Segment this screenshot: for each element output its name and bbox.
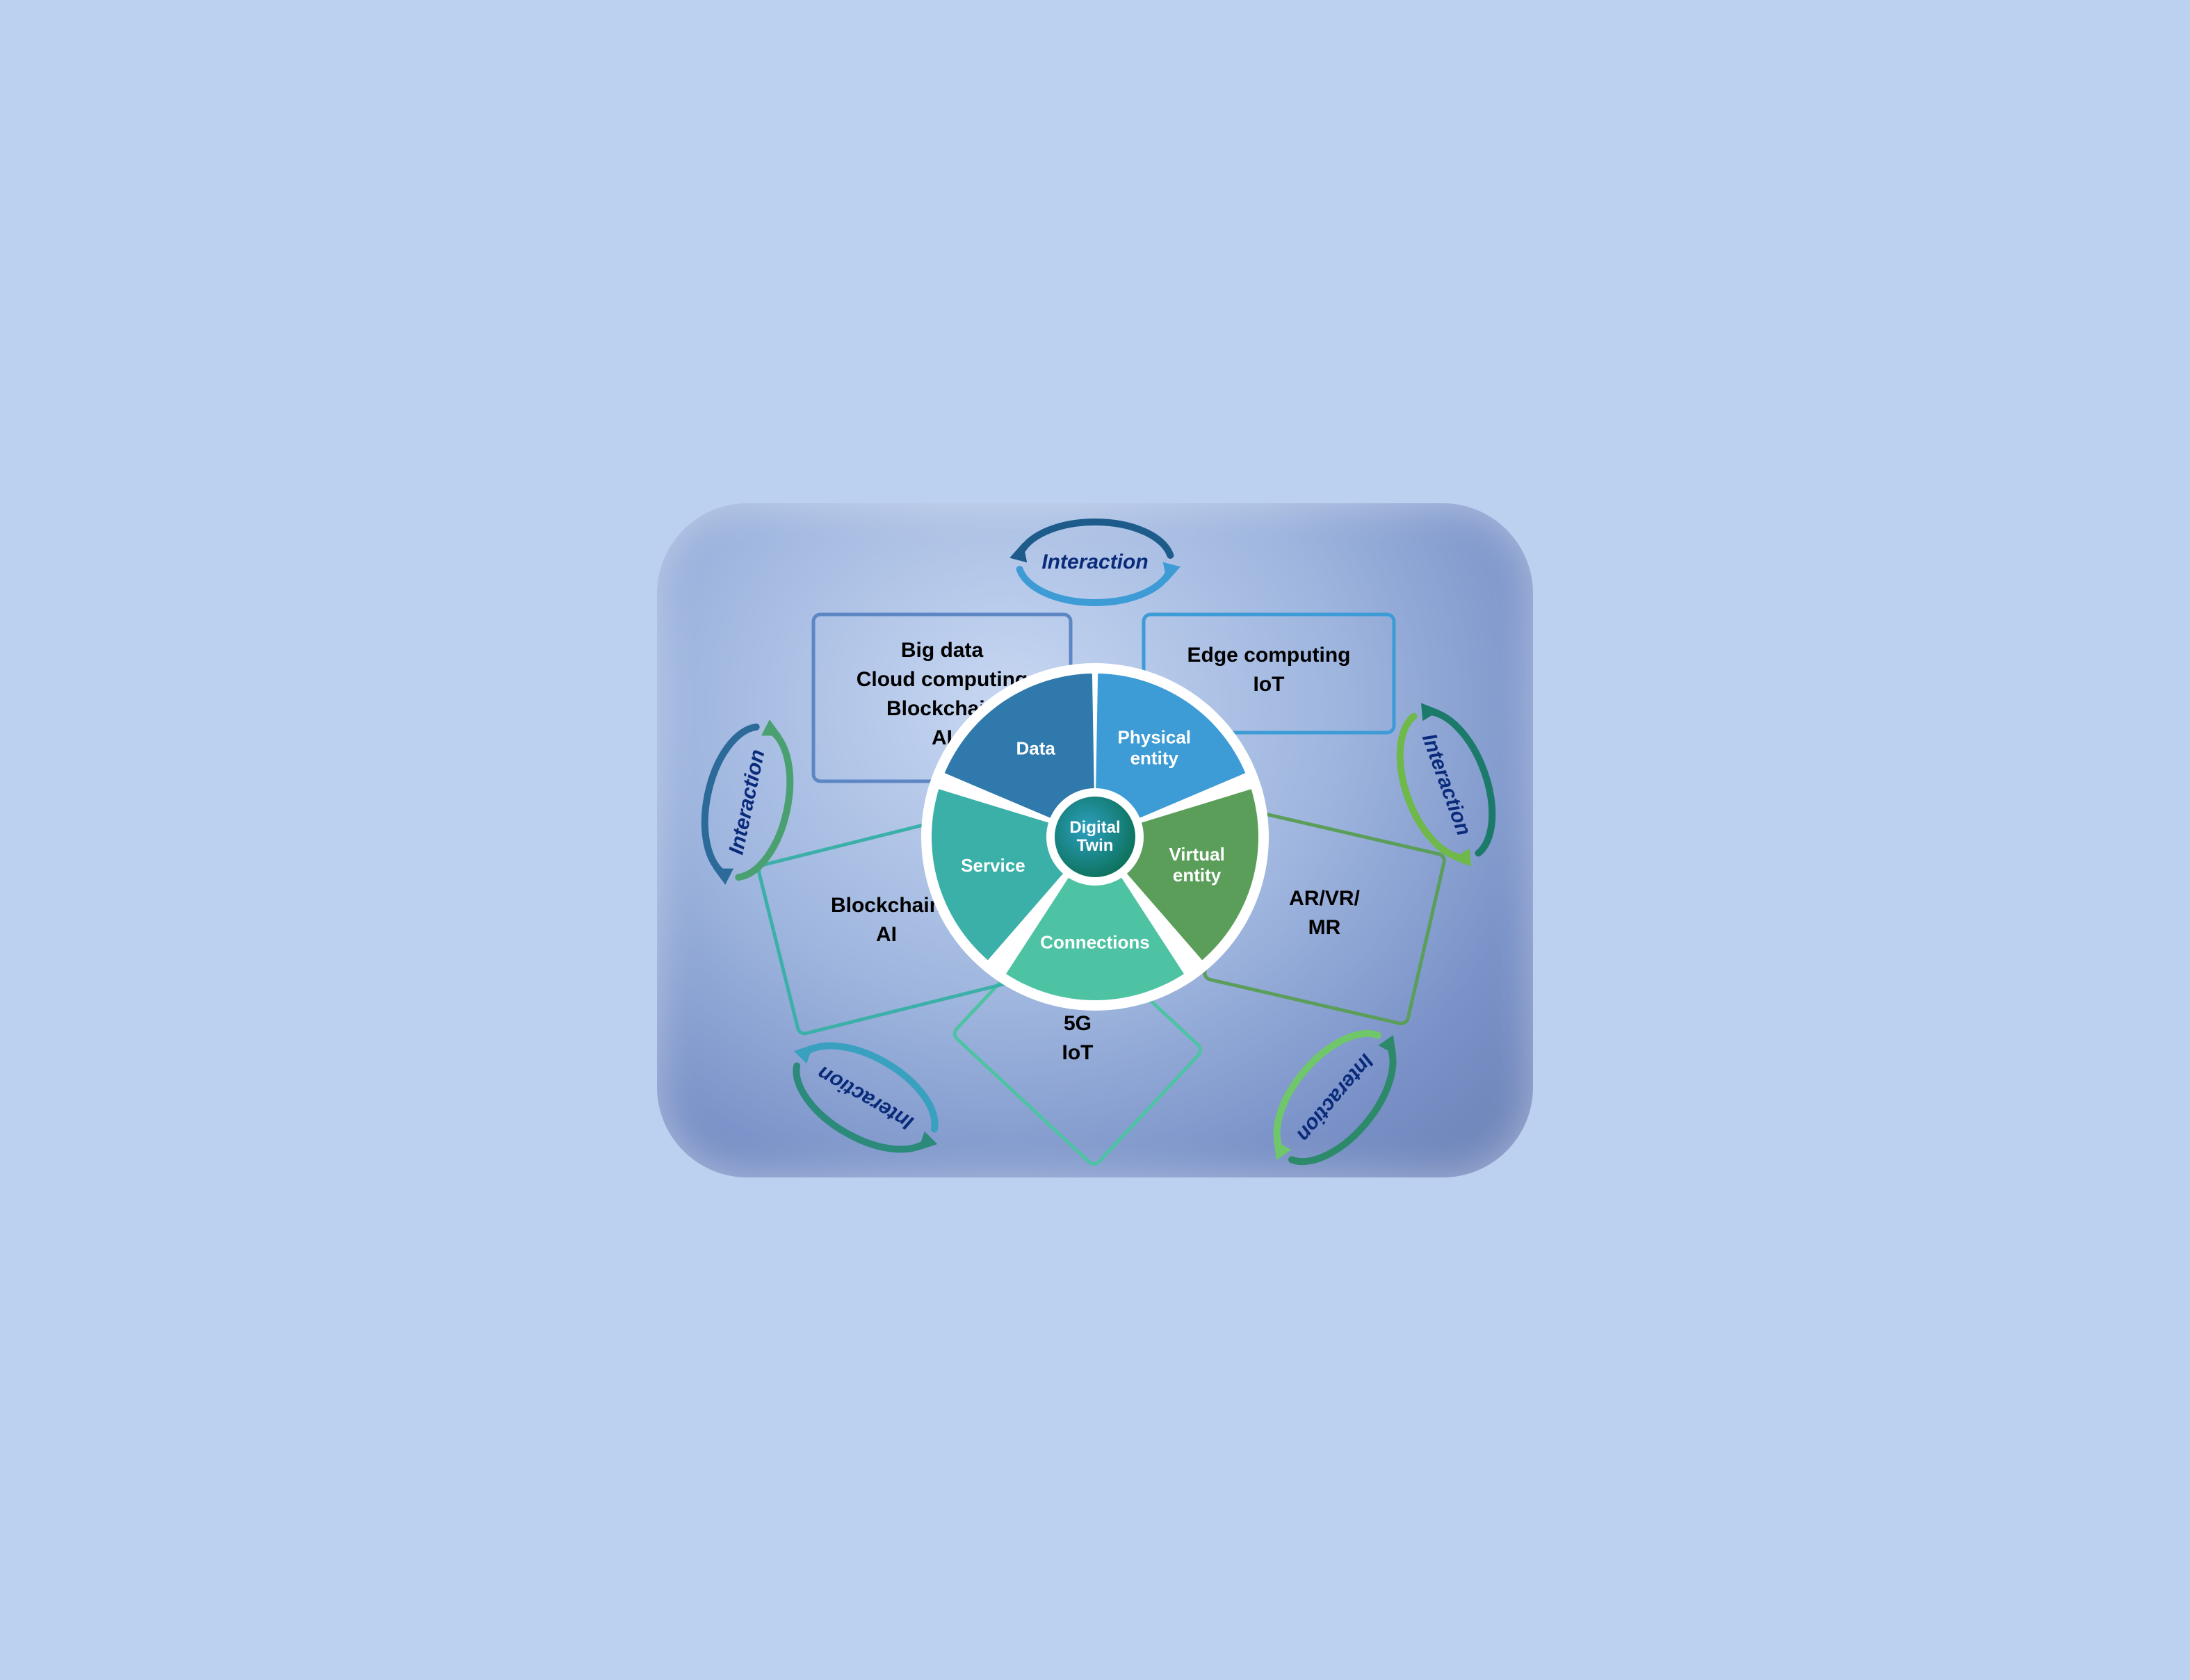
box-blockchain-text: Blockchain AI <box>831 894 942 946</box>
box-blockchain-line-1: AI <box>876 923 897 946</box>
interaction-4-label: Interaction <box>724 747 769 856</box>
segment-physical-label1: Physical <box>1118 726 1192 747</box>
box-edge-line-1: IoT <box>1254 673 1285 696</box>
box-edge-line-0: Edge computing <box>1187 644 1351 667</box>
segment-connections-label1: Connections <box>1040 931 1149 952</box>
interaction-loop-2: Interaction <box>1249 1006 1421 1177</box>
interaction-loop-4: Interaction <box>690 710 805 893</box>
interaction-loop-0: Interaction <box>1009 522 1181 603</box>
interaction-1-arrow-bottom <box>1451 848 1475 871</box>
interaction-1-arrow-top <box>1417 697 1441 720</box>
interaction-1-label: Interaction <box>1418 731 1475 838</box>
box-arvr-line-1: MR <box>1308 916 1341 939</box>
interaction-2-label: Interaction <box>1292 1049 1378 1145</box>
box-blockchain-line-0: Blockchain <box>831 894 942 917</box>
box-arvr-text: AR/VR/MR <box>1289 887 1360 939</box>
center-label-2: Twin <box>1077 836 1114 855</box>
box-arvr-line-0: AR/VR/ <box>1289 887 1360 910</box>
box-5g-line-0: 5G <box>1064 1012 1092 1035</box>
box-bigdata-line-1: Cloud computing <box>857 668 1028 691</box>
segment-data-label1: Data <box>1016 737 1056 758</box>
center-label-1: Digital <box>1069 818 1120 837</box>
segment-virtual-label1: Virtual <box>1169 844 1224 865</box>
interaction-loop-3: Interaction <box>772 1020 960 1175</box>
box-edge-text: Edge computing IoT <box>1187 644 1351 696</box>
box-5g-text: 5G IoT <box>1062 1012 1094 1064</box>
segment-virtual-label2: entity <box>1173 865 1222 886</box>
diagram-svg: Big data Cloud computing Blockchain AI Edge … <box>657 503 1533 1177</box>
interaction-0-label: Interaction <box>1041 551 1148 573</box>
box-bigdata-line-0: Big data <box>901 639 984 662</box>
segment-physical-label2: entity <box>1130 747 1179 768</box>
interaction-loop-1: Interaction <box>1379 690 1513 879</box>
box-5g-line-1: IoT <box>1062 1041 1094 1064</box>
segment-service-label1: Service <box>961 855 1025 876</box>
diagram-canvas: Big data Cloud computing Blockchain AI Edge … <box>657 503 1533 1177</box>
interaction-0-arc-bottom <box>1020 569 1171 603</box>
